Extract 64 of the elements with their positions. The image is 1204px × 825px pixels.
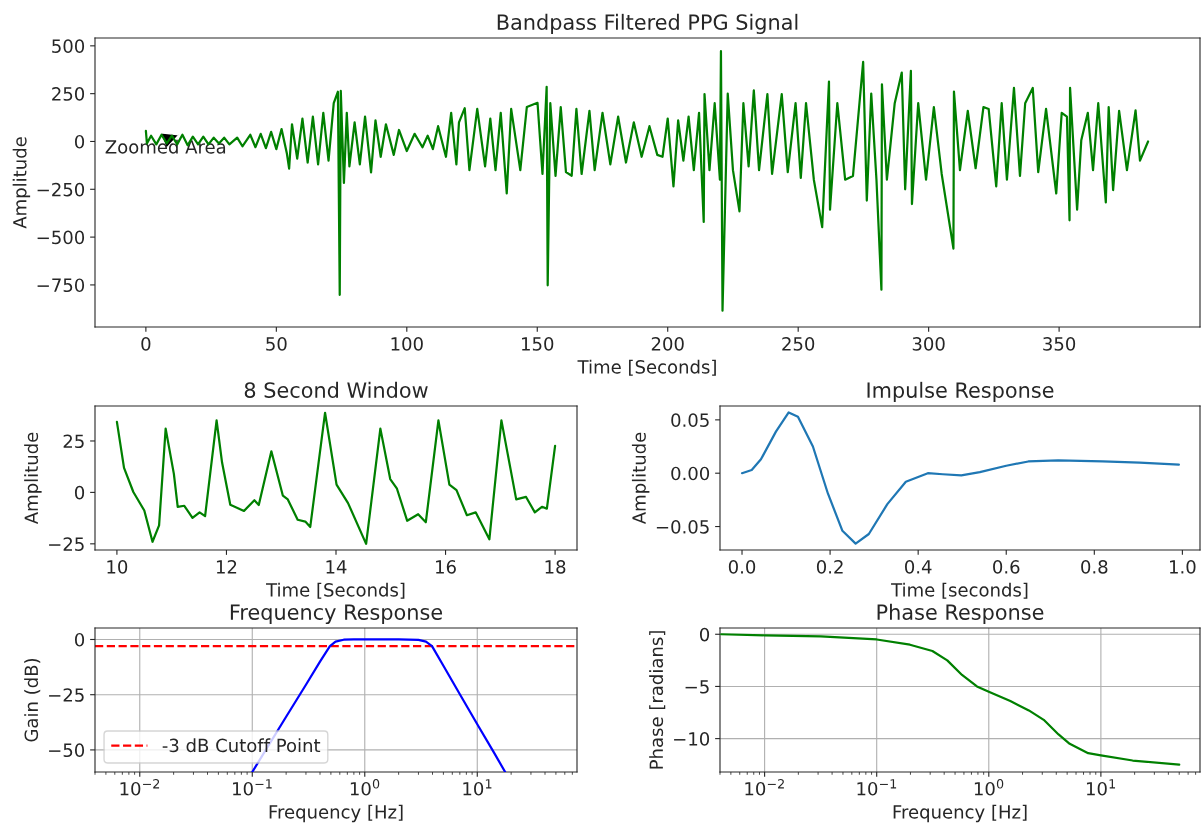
x-axis-title: Time [Seconds]	[577, 359, 716, 376]
chart-title: Bandpass Filtered PPG Signal	[497, 13, 798, 34]
x-tick-label: 0.6	[993, 560, 1020, 574]
x-tick-label: 10$^{1}$	[463, 779, 492, 796]
x-tick-label: 10$^{0}$	[350, 779, 380, 796]
x-tick-label: 10$^{−2}$	[745, 779, 784, 796]
x-tick-label: 0.0	[728, 560, 756, 574]
y-axis-title: Amplitude	[12, 137, 31, 229]
x-tick-label: 14	[326, 560, 347, 574]
chart-title: Impulse Response	[867, 381, 1054, 402]
y-tick-label: 250	[52, 87, 85, 101]
y-axis-title: Amplitude	[631, 432, 650, 525]
y-tick-label: 0	[74, 134, 85, 149]
x-tick-label: 350	[1043, 337, 1076, 351]
y-tick-label: −500	[37, 230, 85, 245]
x-tick-label: 0	[141, 337, 151, 351]
x-axis-title: Time [seconds]	[891, 582, 1028, 599]
x-tick-label: 150	[522, 337, 554, 351]
x-tick-label: 10$^{1}$	[1086, 779, 1116, 796]
x-tick-label: 300	[912, 337, 945, 351]
y-tick-label: 25	[63, 434, 84, 449]
y-tick-label: −25	[49, 537, 84, 551]
chart-title: 8 Second Window	[244, 381, 428, 398]
y-axis-title: Gain (dB)	[24, 658, 41, 742]
x-tick-label: 10$^{0}$	[974, 779, 1004, 796]
y-tick-label: 0	[74, 632, 85, 647]
y-axis-title: Amplitude	[24, 432, 42, 525]
x-tick-label: 10$^{−2}$	[120, 779, 160, 796]
x-tick-label: 10$^{−1}$	[233, 779, 272, 796]
y-axis-title: Phase [radians]	[649, 631, 666, 769]
x-axis-title: Frequency [Hz]	[269, 804, 403, 823]
y-tick-label: 0.00	[671, 466, 710, 481]
y-tick-label: 0	[699, 627, 710, 642]
x-tick-label: 10	[107, 560, 128, 574]
y-tick-label: 0.05	[671, 413, 709, 427]
x-tick-label: 16	[436, 560, 456, 574]
legend-label: -3 dB Cutoff Point	[162, 738, 321, 753]
line-series	[740, 411, 1180, 545]
y-tick-label: −50	[49, 743, 85, 758]
y-tick-label: −5	[685, 680, 709, 694]
x-tick-label: 50	[266, 337, 287, 351]
y-tick-label: −250	[37, 182, 85, 197]
y-tick-label: −0.05	[656, 519, 709, 534]
y-tick-label: 0	[74, 485, 85, 500]
y-tick-label: −750	[37, 278, 85, 293]
x-tick-label: 12	[216, 560, 237, 574]
x-tick-label: 10$^{−1}$	[857, 779, 897, 796]
x-tick-label: 100	[391, 337, 423, 351]
y-tick-label: 500	[52, 39, 85, 53]
x-axis-title: Time [Seconds]	[266, 582, 405, 599]
x-tick-label: 1.0	[1170, 560, 1196, 574]
chart-title: Phase Response	[877, 603, 1044, 624]
annotation: Zoomed Area	[105, 139, 226, 154]
y-tick-label: −25	[49, 688, 84, 702]
x-tick-label: 250	[782, 337, 815, 351]
x-tick-label: 200	[651, 337, 684, 351]
x-tick-label: 0.4	[905, 560, 932, 574]
x-tick-label: 0.8	[1081, 560, 1108, 574]
x-axis-title: Frequency [Hz]	[893, 804, 1027, 823]
chart-title: Frequency Response	[230, 604, 443, 624]
x-tick-label: 18	[545, 560, 566, 574]
line-series	[115, 411, 557, 545]
x-tick-label: 0.2	[816, 560, 843, 574]
y-tick-label: −10	[674, 732, 710, 746]
